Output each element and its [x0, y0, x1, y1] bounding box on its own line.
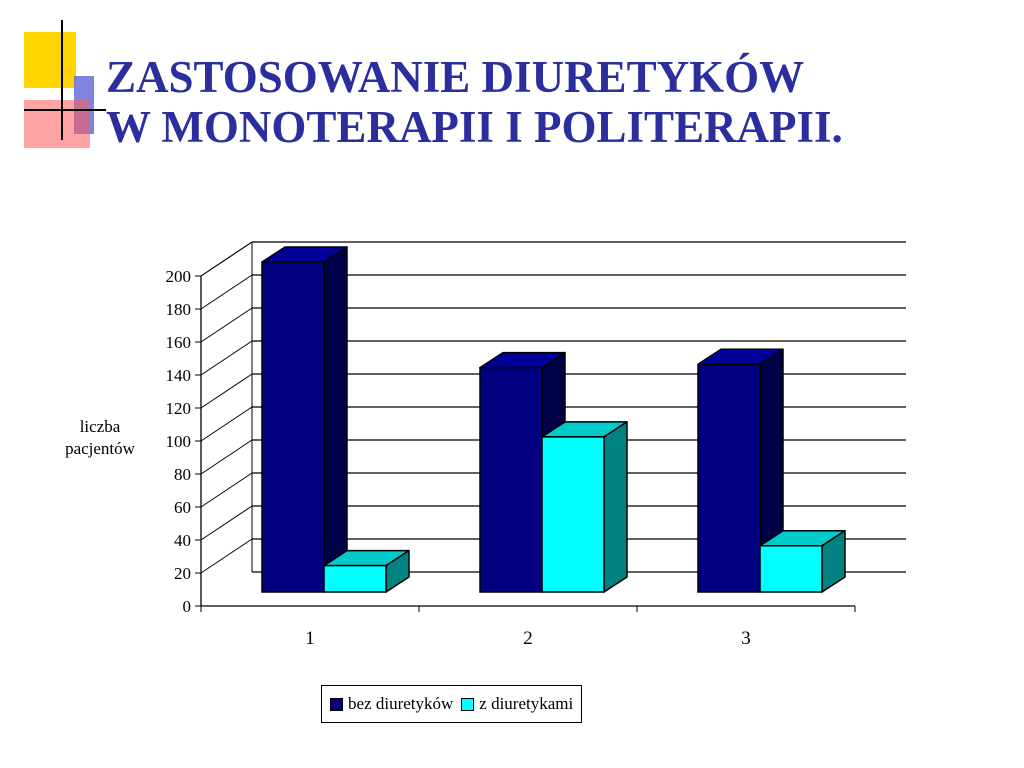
- legend-item-z-diuretykami: z diuretykami: [461, 694, 573, 714]
- y-tick-label-20: 20: [174, 564, 191, 583]
- slide-title-line-2: W MONOTERAPII I POLITERAPII.: [106, 102, 843, 152]
- bar-s1-c2: [479, 366, 543, 593]
- bar-s2-c2-side: [603, 421, 628, 593]
- y-tick-label-140: 140: [166, 366, 192, 385]
- y-tick-label-60: 60: [174, 498, 191, 517]
- wall-top-edge: [200, 241, 253, 277]
- legend-swatch-z-diuretykami: [461, 697, 475, 711]
- y-tick-label-100: 100: [166, 432, 192, 451]
- x-tick-label-1: 1: [305, 628, 315, 649]
- chart-legend: bez diuretyków z diuretykami: [321, 685, 583, 723]
- y-axis-label-line-1: liczba: [79, 417, 121, 436]
- y-tick-label-120: 120: [166, 399, 192, 418]
- gridline-wall-80: [200, 439, 253, 475]
- legend-swatch-bez-diuretykow: [330, 697, 343, 711]
- bar-s2-c3: [759, 545, 823, 593]
- gridline-wall-40: [200, 505, 253, 541]
- slide-title: ZASTOSOWANIE DIURETYKÓW W MONOTERAPII I …: [106, 52, 843, 152]
- bar-s2-c1: [323, 564, 387, 593]
- gridline-wall-180: [200, 274, 253, 310]
- x-tick-label-3: 3: [741, 628, 751, 649]
- gridline-wall-160: [200, 307, 253, 343]
- y-axis-label: liczba pacjentów: [40, 416, 160, 460]
- x-tick-label-2: 2: [523, 628, 533, 649]
- y-tick-label-80: 80: [174, 465, 191, 484]
- bar-s1-c1: [261, 261, 325, 593]
- y-tick-label-40: 40: [174, 531, 191, 550]
- gridline-wall-100: [200, 406, 253, 442]
- gridline-wall-120: [200, 373, 253, 409]
- legend-label-bez-diuretykow: bez diuretyków: [348, 694, 454, 713]
- slide-decoration-logo: [24, 20, 106, 148]
- decoration-yellow-square: [24, 32, 76, 88]
- y-tick-label-200: 200: [166, 267, 192, 286]
- bar-s2-c2: [541, 436, 605, 593]
- y-axis-label-line-2: pacjentów: [65, 439, 135, 458]
- y-tick-label-160: 160: [166, 333, 192, 352]
- legend-label-z-diuretykami: z diuretykami: [479, 694, 574, 713]
- gridline-wall-60: [200, 472, 253, 508]
- y-tick-label-180: 180: [166, 300, 192, 319]
- y-tick-label-0: 0: [183, 597, 192, 616]
- gridline-wall-140: [200, 340, 253, 376]
- decoration-red-square: [24, 100, 90, 148]
- bar-s1-c1-side: [323, 246, 348, 593]
- bar-s1-c3: [697, 363, 761, 593]
- legend-item-bez-diuretykow: bez diuretyków: [330, 694, 453, 714]
- slide-title-line-1: ZASTOSOWANIE DIURETYKÓW: [106, 52, 805, 102]
- gridline-wall-20: [200, 538, 253, 574]
